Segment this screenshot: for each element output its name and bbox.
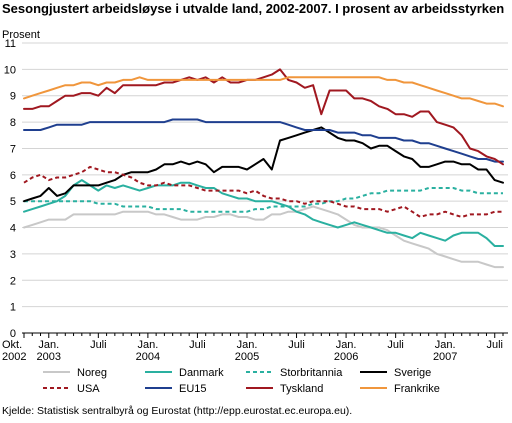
x-tick-label: Jan. (137, 339, 158, 351)
legend-label-frankrike: Frankrike (394, 383, 440, 395)
y-tick-label: 8 (10, 117, 16, 129)
y-tick-label: 4 (10, 223, 16, 235)
y-tick-label: 6 (10, 170, 16, 182)
x-tick-label: Juli (486, 339, 503, 351)
series-line-noreg (23, 205, 504, 269)
x-tick-label: 2004 (136, 351, 160, 363)
x-tick-label: Jan. (237, 339, 258, 351)
legend-label-eu15: EU15 (179, 383, 207, 395)
y-tick-label: 3 (10, 249, 16, 261)
x-tick-label: Jan. (435, 339, 456, 351)
legend-label-usa: USA (77, 383, 100, 395)
series-line-danmark (23, 179, 504, 247)
y-tick-label: 9 (10, 91, 16, 103)
series-line-sverige (23, 126, 504, 203)
y-tick-label: 5 (10, 196, 16, 208)
y-tick-label: 2 (10, 275, 16, 287)
y-tick-label: 0 (10, 328, 16, 340)
legend-label-tyskland: Tyskland (280, 383, 323, 395)
y-axis-label: Prosent (2, 29, 40, 41)
x-tick-label: Jan. (38, 339, 59, 351)
series-line-tyskland (23, 68, 504, 166)
source-note: Kjelde: Statistisk sentralbyrå og Eurost… (2, 405, 353, 417)
chart-title: Sesongjustert arbeidsløyse i utvalde lan… (2, 1, 505, 16)
legend-label-danmark: Danmark (179, 367, 224, 379)
x-tick-label: Juli (189, 339, 206, 351)
y-tick-label: 10 (4, 64, 16, 76)
series-line-storbritannia (24, 187, 503, 213)
x-tick-label: 2002 (2, 351, 26, 363)
legend-label-noreg: Noreg (77, 367, 107, 379)
x-tick-label: Juli (288, 339, 305, 351)
series-line-usa (23, 165, 503, 218)
legend-label-storbritannia: Storbritannia (280, 367, 343, 379)
y-tick-label: 11 (5, 38, 16, 50)
x-tick-label: Juli (90, 339, 107, 351)
x-tick-label: 2007 (433, 351, 457, 363)
x-tick-label: 2006 (334, 351, 358, 363)
series-line-frankrike (23, 76, 504, 108)
x-tick-label: 2005 (235, 351, 259, 363)
x-tick-label: Jan. (336, 339, 357, 351)
y-tick-label: 1 (10, 302, 16, 314)
x-tick-label: Okt. (2, 339, 22, 351)
x-tick-label: 2003 (37, 351, 61, 363)
series-line-eu15 (23, 118, 504, 163)
y-tick-label: 7 (10, 143, 16, 155)
x-tick-label: Juli (387, 339, 404, 351)
legend-label-sverige: Sverige (394, 367, 431, 379)
